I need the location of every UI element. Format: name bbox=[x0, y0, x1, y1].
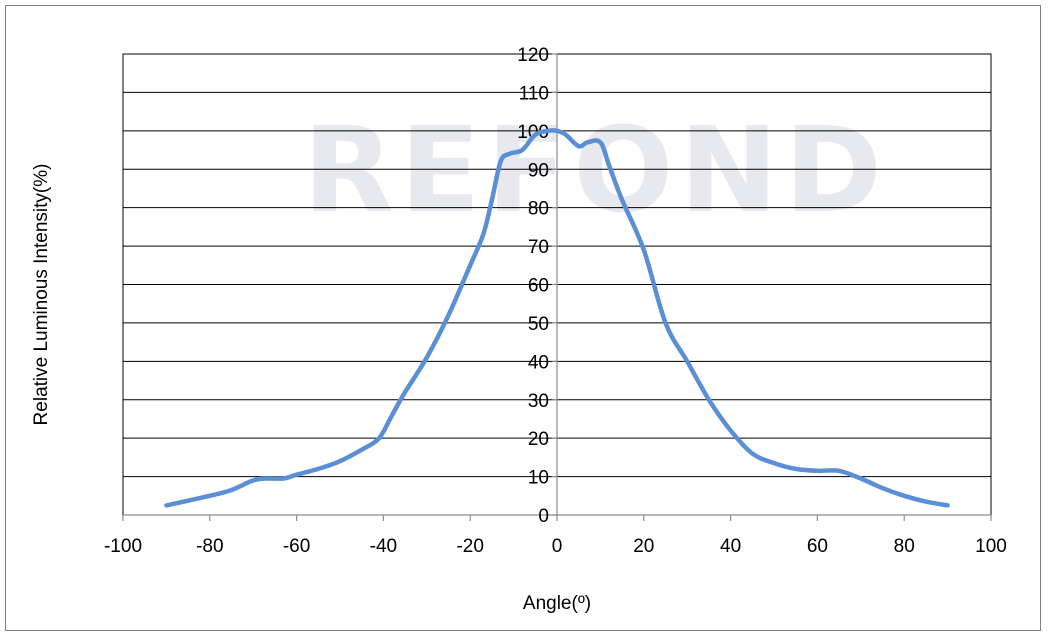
x-tick-label: -20 bbox=[456, 536, 483, 557]
y-tick-label: 110 bbox=[519, 83, 549, 104]
y-axis-title: Relative Luminous Intensity(%) bbox=[31, 164, 52, 426]
x-tick-label: 0 bbox=[552, 536, 563, 557]
x-tick-label: 100 bbox=[975, 536, 1007, 557]
y-tick-label: 100 bbox=[517, 122, 549, 143]
x-tick-labels: -100 -80 -60 -40 -20 0 20 40 60 80 100 bbox=[104, 536, 1007, 557]
y-tick-label: 50 bbox=[528, 314, 549, 335]
y-tick-label: 0 bbox=[538, 506, 549, 527]
y-tick-label: 90 bbox=[528, 160, 549, 181]
x-tick-label: 80 bbox=[894, 536, 915, 557]
x-tick-label: 60 bbox=[807, 536, 828, 557]
x-axis-title: Angle(º) bbox=[523, 593, 591, 614]
y-tick-label: 30 bbox=[528, 391, 549, 412]
y-tick-label: 40 bbox=[528, 352, 549, 373]
x-tick-label: 20 bbox=[633, 536, 654, 557]
y-tick-label: 10 bbox=[528, 468, 549, 489]
series-line bbox=[164, 128, 950, 508]
x-tick-label: -80 bbox=[196, 536, 223, 557]
x-tick-label: 40 bbox=[720, 536, 741, 557]
chart-frame: REFOND 0 10 20 30 40 50 60 70 80 90 100 110 120 -100… bbox=[5, 5, 1041, 631]
y-tick-labels: 0 10 20 30 40 50 60 70 80 90 100 110 120 bbox=[517, 45, 549, 527]
y-tick-label: 70 bbox=[528, 237, 549, 258]
x-tick-label: -100 bbox=[104, 536, 142, 557]
y-tick-label: 60 bbox=[528, 276, 549, 297]
y-tick-label: 20 bbox=[528, 429, 549, 450]
x-tick-label: -40 bbox=[370, 536, 397, 557]
x-tick-label: -60 bbox=[283, 536, 310, 557]
y-tick-label: 120 bbox=[517, 45, 549, 66]
watermark-text: REFOND bbox=[303, 101, 888, 239]
luminous-intensity-chart: REFOND 0 10 20 30 40 50 60 70 80 90 100 110 120 -100… bbox=[31, 45, 1007, 614]
y-tick-label: 80 bbox=[528, 199, 549, 220]
